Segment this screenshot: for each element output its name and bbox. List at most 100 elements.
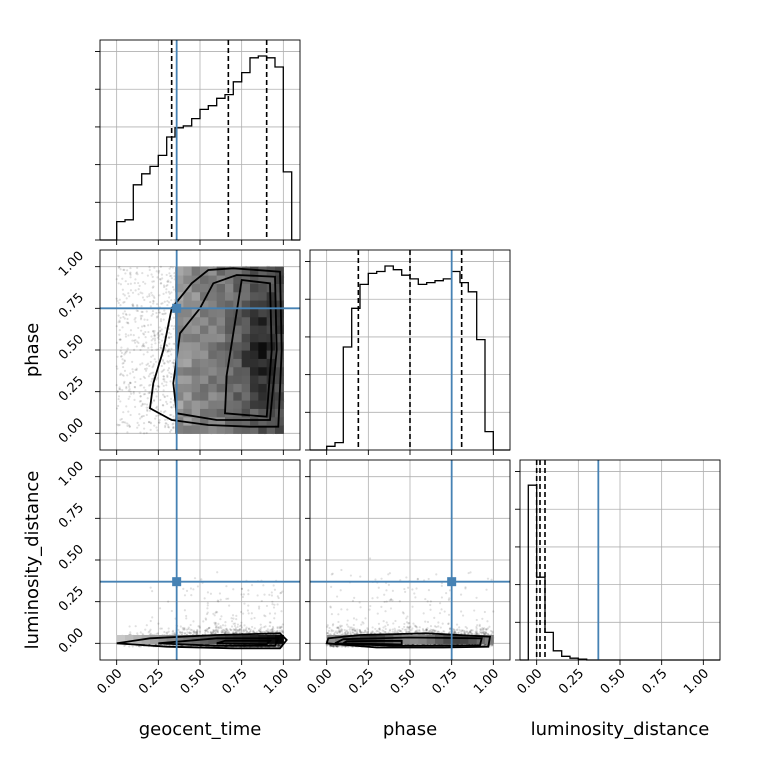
scatter-point (207, 626, 211, 630)
scatter-point (241, 629, 245, 632)
scatter-point (123, 310, 126, 313)
scatter-point (162, 375, 165, 378)
scatter-point (125, 350, 129, 353)
scatter-point (140, 416, 143, 419)
scatter-point (144, 330, 147, 334)
scatter-point (115, 384, 118, 387)
scatter-point (119, 268, 122, 271)
scatter-point (167, 336, 170, 339)
scatter-point (169, 397, 173, 400)
density-cell (258, 425, 268, 434)
scatter-point (149, 383, 152, 386)
density-cell (233, 333, 243, 343)
scatter-point (270, 630, 274, 633)
scatter-point (153, 424, 156, 427)
scatter-point (141, 402, 144, 405)
density-cell (175, 316, 184, 326)
scatter-point (137, 293, 140, 296)
scatter-point (119, 418, 122, 421)
scatter-point (166, 394, 169, 398)
scatter-point (168, 342, 171, 345)
scatter-point (277, 645, 281, 648)
scatter-point (278, 644, 281, 647)
density-cell (200, 275, 209, 284)
density-cell (216, 366, 226, 376)
scatter-point (117, 301, 120, 305)
scatter-point (165, 288, 168, 291)
scatter-point (183, 632, 186, 635)
scatter-point (148, 409, 152, 412)
density-cell (275, 375, 284, 384)
scatter-point (206, 607, 209, 610)
scatter-point (208, 626, 211, 629)
scatter-point (189, 587, 193, 590)
scatter-point (117, 314, 120, 317)
scatter-point (183, 632, 187, 635)
scatter-point (162, 375, 165, 378)
scatter-point (247, 589, 250, 592)
scatter-point (172, 629, 175, 632)
density-cell (200, 308, 209, 318)
scatter-point (169, 430, 172, 433)
scatter-point (183, 594, 187, 597)
scatter-point (167, 279, 170, 282)
scatter-point (271, 630, 274, 633)
scatter-point (123, 644, 126, 648)
scatter-point (220, 626, 223, 630)
scatter-point (121, 326, 124, 329)
scatter-point (239, 628, 242, 631)
density-cell (191, 350, 201, 359)
scatter-point (151, 280, 154, 283)
scatter-point (235, 631, 238, 634)
scatter-point (185, 614, 188, 618)
scatter-point (121, 288, 124, 291)
scatter-point (144, 628, 147, 631)
density-cell (183, 425, 193, 434)
scatter-point (167, 301, 171, 304)
scatter-point (129, 372, 132, 375)
density-cell (258, 308, 268, 318)
density-cell (216, 325, 226, 334)
scatter-point (193, 632, 196, 635)
scatter-point (128, 625, 131, 628)
scatter-point (204, 629, 208, 632)
scatter-point (250, 584, 254, 587)
scatter-point (281, 590, 284, 593)
scatter-point (246, 609, 250, 612)
density-cell (191, 291, 201, 301)
density-cell (208, 300, 218, 309)
scatter-point (198, 625, 201, 628)
density-cell (216, 300, 226, 309)
scatter-point (240, 587, 244, 590)
density-cell (258, 316, 268, 326)
scatter-point (223, 630, 226, 633)
scatter-point (164, 410, 167, 413)
scatter-point (276, 626, 279, 629)
scatter-point (214, 623, 217, 626)
scatter-point (154, 388, 158, 391)
scatter-point (144, 282, 147, 285)
scatter-point (150, 355, 153, 358)
density-cell (175, 366, 184, 376)
scatter-point (236, 629, 239, 632)
scatter-point (116, 299, 119, 303)
scatter-point (120, 351, 123, 355)
scatter-point (273, 603, 276, 606)
scatter-point (190, 629, 193, 632)
scatter-point (272, 606, 276, 609)
scatter-point (165, 422, 168, 425)
density-cell (233, 350, 243, 359)
scatter-point (172, 415, 175, 418)
scatter-point (167, 367, 171, 370)
scatter-point (182, 587, 185, 590)
scatter-point (246, 630, 249, 634)
scatter-point (118, 329, 121, 332)
scatter-point (165, 384, 168, 387)
density-cell (216, 291, 226, 301)
scatter-point (240, 626, 243, 629)
scatter-point (120, 417, 123, 421)
scatter-point (158, 607, 162, 610)
scatter-point (273, 617, 276, 620)
scatter-point (280, 626, 283, 629)
scatter-point (160, 282, 163, 285)
